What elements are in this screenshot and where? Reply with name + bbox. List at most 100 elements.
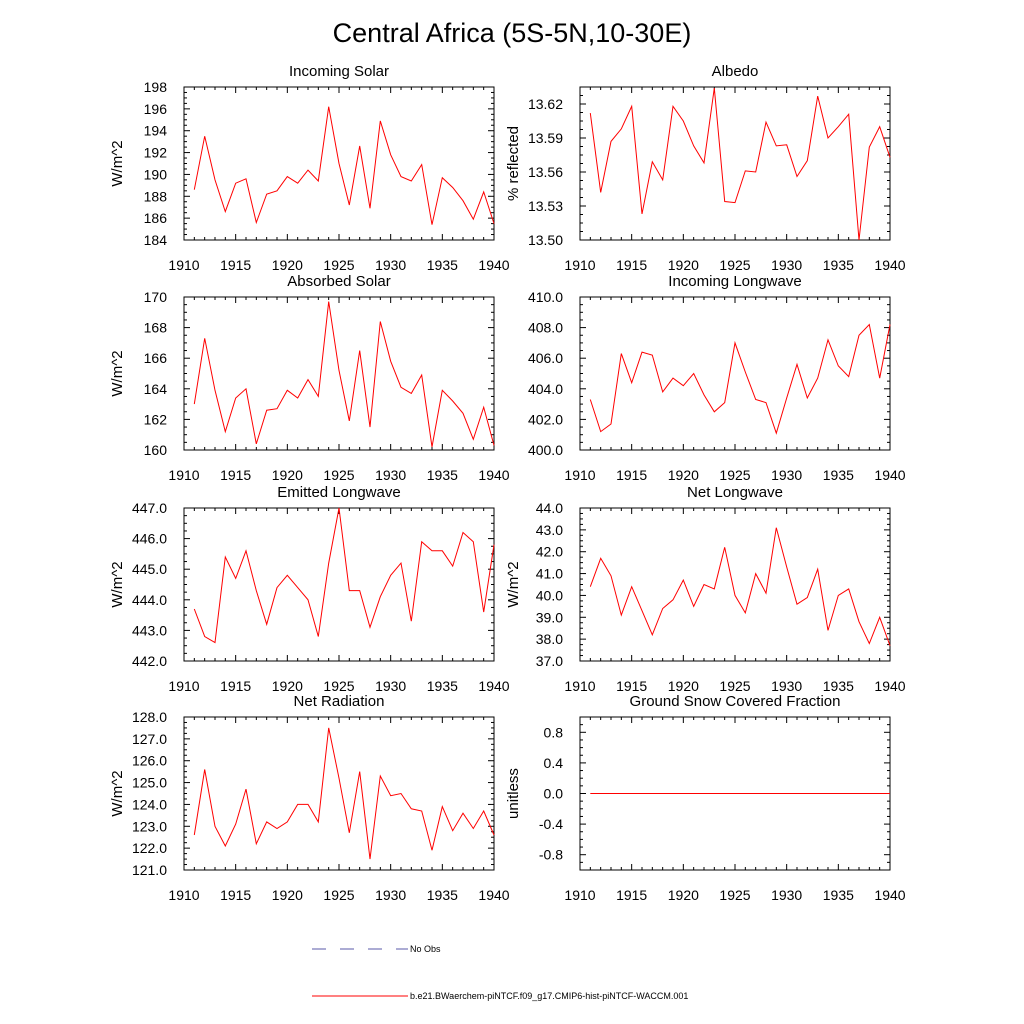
x-tick-label: 1920 (272, 678, 303, 694)
y-tick-label: 443.0 (132, 622, 167, 638)
y-tick-label: 40.0 (536, 587, 563, 603)
y-tick-label: 184 (144, 232, 168, 248)
x-tick-label: 1920 (272, 257, 303, 273)
series-line (193, 301, 495, 447)
y-tick-label: 126.0 (132, 753, 167, 769)
x-tick-label: 1915 (220, 678, 251, 694)
y-tick-label: 446.0 (132, 531, 167, 547)
x-tick-label: 1915 (616, 887, 647, 903)
x-tick-label: 1935 (427, 467, 458, 483)
plot-frame (183, 507, 495, 662)
x-tick-label: 1910 (168, 887, 199, 903)
panel-8: Ground Snow Covered Fraction 1910 1915 1920… (505, 693, 906, 903)
x-tick-label: 1935 (823, 887, 854, 903)
panel-2: Albedo 1910 1915 1920 1925 1930 1935 1940 13.50 1… (505, 63, 906, 273)
y-tick-label: 128.0 (132, 709, 167, 725)
y-tick-label: 444.0 (132, 592, 167, 608)
x-tick-label: 1935 (427, 887, 458, 903)
y-tick-label: -0.4 (539, 816, 563, 832)
x-tick-label: 1930 (375, 678, 406, 694)
x-tick-label: 1930 (771, 678, 802, 694)
y-tick-label: 194 (144, 123, 168, 139)
panel-title: Incoming Longwave (668, 273, 801, 290)
y-tick-label: 43.0 (536, 522, 563, 538)
y-axis-label: W/m^2 (109, 350, 126, 396)
plot-frame (579, 86, 891, 241)
x-tick-label: 1930 (375, 257, 406, 273)
y-tick-label: 196 (144, 101, 168, 117)
y-tick-label: 192 (144, 145, 168, 161)
x-tick-label: 1930 (771, 257, 802, 273)
panel-7: Net Radiation 1910 1915 1920 1925 1930 1935 194… (109, 693, 510, 903)
y-tick-label: 38.0 (536, 631, 563, 647)
y-tick-label: 0.8 (544, 724, 564, 740)
x-tick-label: 1940 (874, 257, 905, 273)
x-tick-label: 1940 (874, 467, 905, 483)
legend: No Obs b.e21.BWaerchem-piNTCF.f09_g17.CM… (312, 944, 688, 1001)
x-tick-label: 1940 (478, 257, 509, 273)
y-tick-label: 0.4 (544, 755, 564, 771)
series-line (589, 527, 891, 646)
y-tick-label: 13.62 (528, 96, 563, 112)
panel-3: Absorbed Solar 1910 1915 1920 1925 1930 1935 19… (109, 273, 510, 483)
x-tick-label: 1920 (668, 257, 699, 273)
x-tick-label: 1915 (220, 467, 251, 483)
series-line (193, 727, 495, 860)
x-tick-label: 1940 (478, 467, 509, 483)
x-tick-label: 1910 (564, 887, 595, 903)
y-tick-label: 124.0 (132, 796, 167, 812)
x-tick-label: 1910 (168, 467, 199, 483)
y-tick-label: 13.50 (528, 232, 563, 248)
x-tick-label: 1940 (874, 887, 905, 903)
x-tick-label: 1920 (668, 467, 699, 483)
panel-title: Absorbed Solar (287, 273, 390, 290)
y-tick-label: 13.59 (528, 130, 563, 146)
x-tick-label: 1940 (874, 678, 905, 694)
x-tick-label: 1935 (823, 678, 854, 694)
plot-frame (579, 507, 891, 662)
y-tick-label: 404.0 (528, 381, 563, 397)
x-tick-label: 1940 (478, 887, 509, 903)
y-tick-label: 198 (144, 79, 168, 95)
y-tick-label: 125.0 (132, 775, 167, 791)
y-tick-label: 42.0 (536, 544, 563, 560)
y-tick-label: 410.0 (528, 289, 563, 305)
panel-1: Incoming Solar 1910 1915 1920 1925 1930 1935 19… (109, 63, 510, 273)
y-tick-label: 402.0 (528, 411, 563, 427)
x-tick-label: 1925 (323, 257, 354, 273)
y-tick-label: 168 (144, 320, 168, 336)
y-tick-label: 447.0 (132, 500, 167, 516)
x-tick-label: 1915 (616, 257, 647, 273)
x-tick-label: 1925 (323, 467, 354, 483)
panel-title: Ground Snow Covered Fraction (630, 693, 841, 710)
y-tick-label: 39.0 (536, 609, 563, 625)
y-tick-label: 190 (144, 166, 168, 182)
y-tick-label: 121.0 (132, 862, 167, 878)
series-line (589, 88, 891, 241)
panel-title: Net Radiation (294, 693, 385, 710)
x-tick-label: 1910 (564, 467, 595, 483)
y-tick-label: 186 (144, 210, 168, 226)
x-tick-label: 1940 (478, 678, 509, 694)
x-tick-label: 1910 (564, 678, 595, 694)
y-tick-label: 127.0 (132, 731, 167, 747)
x-tick-label: 1925 (719, 257, 750, 273)
panel-title: Emitted Longwave (277, 484, 400, 501)
plot-frame (183, 296, 495, 451)
y-tick-label: 408.0 (528, 320, 563, 336)
x-tick-label: 1915 (220, 887, 251, 903)
x-tick-label: 1925 (323, 887, 354, 903)
y-axis-label: unitless (505, 768, 522, 819)
x-tick-label: 1910 (564, 257, 595, 273)
y-tick-label: 160 (144, 442, 168, 458)
x-tick-label: 1935 (823, 467, 854, 483)
x-tick-label: 1910 (168, 257, 199, 273)
x-tick-label: 1930 (771, 467, 802, 483)
y-axis-label: W/m^2 (109, 561, 126, 607)
series-line (193, 106, 495, 225)
panel-title: Net Longwave (687, 484, 783, 501)
y-tick-label: 442.0 (132, 653, 167, 669)
x-tick-label: 1925 (323, 678, 354, 694)
y-axis-label: W/m^2 (505, 561, 522, 607)
panel-title: Albedo (712, 63, 759, 80)
